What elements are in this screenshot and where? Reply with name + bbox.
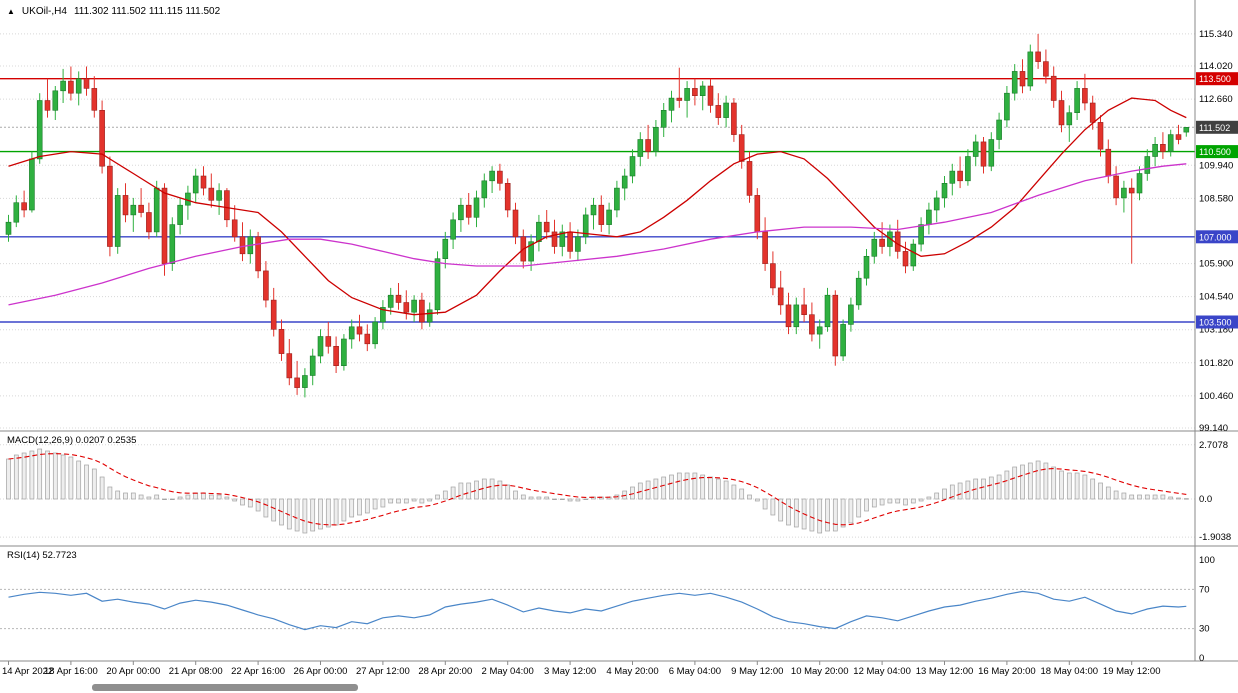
price-axis[interactable]: 115.340 114.020 112.660 109.940 108.580 105.9… [1196, 29, 1238, 664]
rsi-pane [0, 588, 1195, 631]
svg-text:100: 100 [1199, 555, 1215, 566]
svg-text:112.660: 112.660 [1199, 94, 1233, 105]
ma-slow-line [8, 163, 1187, 306]
svg-text:26 Apr 00:00: 26 Apr 00:00 [294, 666, 348, 677]
svg-text:9 May 12:00: 9 May 12:00 [731, 666, 783, 677]
pane-separators [0, 0, 1238, 662]
svg-text:22 Apr 16:00: 22 Apr 16:00 [231, 666, 285, 677]
macd-indicator-label: MACD(12,26,9) 0.0207 0.2535 [7, 435, 137, 446]
svg-text:114.020: 114.020 [1199, 61, 1233, 72]
candles [5, 33, 1190, 398]
svg-text:108.580: 108.580 [1199, 193, 1233, 204]
svg-text:21 Apr 08:00: 21 Apr 08:00 [169, 666, 223, 677]
svg-text:10 May 20:00: 10 May 20:00 [791, 666, 849, 677]
svg-text:105.900: 105.900 [1199, 259, 1233, 270]
symbol-period-label: UKOil-,H4 [21, 6, 67, 17]
svg-text:111.502: 111.502 [1199, 123, 1230, 133]
horizontal-scrollbar[interactable] [0, 682, 1238, 693]
svg-text:19 May 12:00: 19 May 12:00 [1103, 666, 1161, 677]
svg-text:109.940: 109.940 [1199, 160, 1233, 171]
svg-text:6 May 04:00: 6 May 04:00 [669, 666, 721, 677]
svg-text:18 May 04:00: 18 May 04:00 [1041, 666, 1099, 677]
svg-text:115.340: 115.340 [1199, 29, 1233, 40]
svg-text:3 May 12:00: 3 May 12:00 [544, 666, 596, 677]
macd-pane [0, 444, 1195, 538]
symbol-arrow-icon: ▲ [7, 6, 15, 16]
svg-text:20 Apr 00:00: 20 Apr 00:00 [106, 666, 160, 677]
svg-text:110.500: 110.500 [1199, 147, 1231, 157]
price-gridlines [0, 33, 1195, 429]
chart-header: ▲ UKOil-,H4 111.302 111.502 111.115 111.… [7, 6, 220, 17]
svg-text:4 May 20:00: 4 May 20:00 [606, 666, 658, 677]
svg-text:107.000: 107.000 [1199, 232, 1232, 242]
svg-text:2.7078: 2.7078 [1199, 440, 1228, 451]
svg-text:103.180: 103.180 [1199, 325, 1233, 336]
svg-text:-1.9038: -1.9038 [1199, 532, 1231, 543]
svg-text:13 May 12:00: 13 May 12:00 [916, 666, 974, 677]
scrollbar-thumb[interactable] [92, 684, 358, 691]
svg-text:27 Apr 12:00: 27 Apr 12:00 [356, 666, 410, 677]
svg-text:28 Apr 20:00: 28 Apr 20:00 [418, 666, 472, 677]
svg-text:113.500: 113.500 [1199, 74, 1231, 84]
rsi-indicator-label: RSI(14) 52.7723 [7, 550, 77, 561]
svg-text:104.540: 104.540 [1199, 292, 1233, 303]
svg-text:16 May 20:00: 16 May 20:00 [978, 666, 1036, 677]
svg-text:30: 30 [1199, 624, 1210, 635]
svg-text:103.500: 103.500 [1199, 318, 1232, 328]
svg-text:70: 70 [1199, 584, 1210, 595]
svg-text:100.460: 100.460 [1199, 391, 1233, 402]
svg-text:14 Apr 2022: 14 Apr 2022 [2, 666, 53, 677]
horizontal-level-lines [0, 77, 1195, 323]
svg-text:99.140: 99.140 [1199, 423, 1228, 434]
svg-text:12 May 04:00: 12 May 04:00 [853, 666, 911, 677]
ohlc-label: 111.302 111.502 111.115 111.502 [73, 6, 221, 17]
svg-text:0.0: 0.0 [1199, 494, 1212, 505]
svg-text:101.820: 101.820 [1199, 358, 1233, 369]
svg-text:0: 0 [1199, 653, 1204, 664]
svg-text:2 May 04:00: 2 May 04:00 [482, 666, 534, 677]
svg-text:18 Apr 16:00: 18 Apr 16:00 [44, 666, 98, 677]
